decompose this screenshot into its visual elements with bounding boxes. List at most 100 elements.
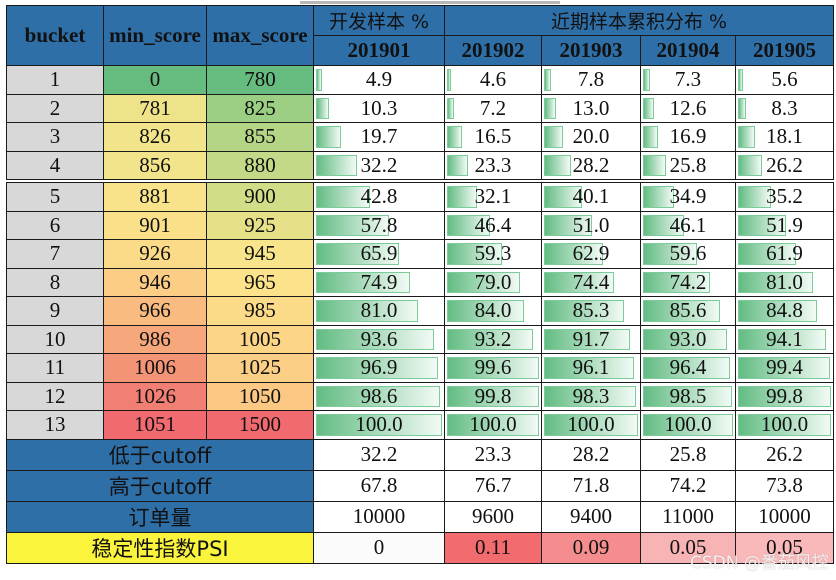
data-bar <box>738 357 831 379</box>
pct-value: 96.4 <box>669 355 707 380</box>
max-score-cell: 945 <box>206 239 314 269</box>
pct-value: 7.3 <box>674 67 702 92</box>
max-score-cell: 880 <box>206 150 314 183</box>
data-bar <box>544 357 635 379</box>
cumulative-pct-cell: 62.9 <box>541 239 641 269</box>
cumulative-pct-cell: 79.0 <box>444 267 542 297</box>
data-bar <box>447 300 525 322</box>
data-bar <box>316 328 434 350</box>
pct-value: 93.6 <box>360 326 398 351</box>
pct-value: 100.0 <box>355 412 403 437</box>
bucket-cell: 9 <box>6 296 104 326</box>
data-bar <box>544 243 604 265</box>
pct-value: 10.3 <box>360 95 398 120</box>
summary-value: 9600 <box>444 500 542 533</box>
summary-label: 低于cutoff <box>6 438 314 471</box>
max-score-cell: 825 <box>206 93 314 123</box>
bucket-cell: 8 <box>6 267 104 297</box>
data-bar <box>316 243 400 265</box>
bucket-row: 9 966 985 81.0 84.0 85.3 85.6 84.8 <box>6 296 834 326</box>
pct-value: 8.3 <box>771 95 798 120</box>
psi-value: 0.09 <box>541 531 641 564</box>
data-bar <box>316 300 419 322</box>
cumulative-pct-cell: 42.8 <box>313 180 445 212</box>
cumulative-pct-cell: 46.4 <box>444 210 542 240</box>
pct-value: 23.3 <box>474 152 512 177</box>
bucket-row: 2 781 825 10.3 7.2 13.0 12.6 8.3 <box>6 93 834 123</box>
summary-value: 28.2 <box>541 438 641 471</box>
max-score-cell: 780 <box>206 65 314 95</box>
pct-value: 99.8 <box>474 383 512 408</box>
data-bar <box>643 69 650 91</box>
pct-value: 96.9 <box>360 355 398 380</box>
pct-value: 99.4 <box>766 355 803 380</box>
header-recent-sample: 近期样本累积分布 % <box>444 5 834 36</box>
bucket-cell: 4 <box>6 150 104 183</box>
cumulative-pct-cell: 98.5 <box>640 381 736 411</box>
bucket-cell: 1 <box>6 65 104 95</box>
data-bar <box>544 186 582 208</box>
pct-value: 94.1 <box>766 326 803 351</box>
pct-value: 51.9 <box>766 212 803 237</box>
cumulative-pct-cell: 93.2 <box>444 324 542 354</box>
bucket-row: 12 1026 1050 98.6 99.8 98.3 98.5 99.8 <box>6 381 834 411</box>
cumulative-pct-cell: 51.9 <box>735 210 834 240</box>
cumulative-pct-cell: 74.4 <box>541 267 641 297</box>
pct-value: 74.2 <box>669 269 707 294</box>
data-bar <box>643 300 721 322</box>
min-score-cell: 826 <box>103 122 207 152</box>
min-score-cell: 0 <box>103 65 207 95</box>
summary-row: 订单量 10000 9600 9400 11000 10000 <box>6 500 834 533</box>
cumulative-pct-cell: 94.1 <box>735 324 834 354</box>
header-month: 201901 <box>313 35 445 66</box>
summary-label: 订单量 <box>6 500 314 533</box>
data-bar <box>447 414 539 436</box>
bucket-cell: 6 <box>6 210 104 240</box>
max-score-cell: 985 <box>206 296 314 326</box>
pct-value: 4.9 <box>365 67 393 92</box>
data-bar <box>316 385 441 407</box>
pct-value: 99.8 <box>766 383 803 408</box>
pct-value: 59.3 <box>474 241 512 266</box>
pct-value: 12.6 <box>669 95 707 120</box>
cumulative-pct-cell: 51.0 <box>541 210 641 240</box>
pct-value: 81.0 <box>360 298 398 323</box>
pct-value: 42.8 <box>360 184 398 209</box>
data-bar <box>447 271 520 293</box>
summary-value: 32.2 <box>313 438 445 471</box>
summary-value: 11000 <box>640 500 736 533</box>
cumulative-pct-cell: 8.3 <box>735 93 834 123</box>
cumulative-pct-cell: 96.4 <box>640 353 736 383</box>
max-score-cell: 1005 <box>206 324 314 354</box>
pct-value: 100.0 <box>760 412 809 437</box>
pct-value: 62.9 <box>572 241 610 266</box>
pct-value: 100.0 <box>567 412 615 437</box>
pct-value: 46.1 <box>669 212 707 237</box>
pct-value: 91.7 <box>572 326 610 351</box>
cumulative-pct-cell: 81.0 <box>735 267 834 297</box>
cumulative-pct-cell: 100.0 <box>640 410 736 440</box>
data-bar <box>738 271 814 293</box>
cumulative-pct-cell: 32.1 <box>444 180 542 212</box>
data-bar <box>447 385 539 407</box>
cumulative-pct-cell: 12.6 <box>640 93 736 123</box>
cumulative-pct-cell: 74.9 <box>313 267 445 297</box>
pct-value: 81.0 <box>766 269 803 294</box>
min-score-cell: 1051 <box>103 410 207 440</box>
data-bar <box>447 243 502 265</box>
data-bar <box>316 126 341 148</box>
max-score-cell: 900 <box>206 180 314 212</box>
cumulative-pct-cell: 34.9 <box>640 180 736 212</box>
cumulative-pct-cell: 26.2 <box>735 150 834 183</box>
pct-value: 16.5 <box>474 124 512 149</box>
data-bar <box>316 214 389 236</box>
data-bar <box>643 126 659 148</box>
data-bar <box>643 154 667 176</box>
cumulative-pct-cell: 99.8 <box>444 381 542 411</box>
pct-value: 26.2 <box>766 152 803 177</box>
bucket-row: 3 826 855 19.7 16.5 20.0 16.9 18.1 <box>6 122 834 152</box>
pct-value: 93.2 <box>474 326 512 351</box>
data-bar <box>738 214 787 236</box>
data-bar <box>643 328 727 350</box>
pct-value: 35.2 <box>766 184 803 209</box>
